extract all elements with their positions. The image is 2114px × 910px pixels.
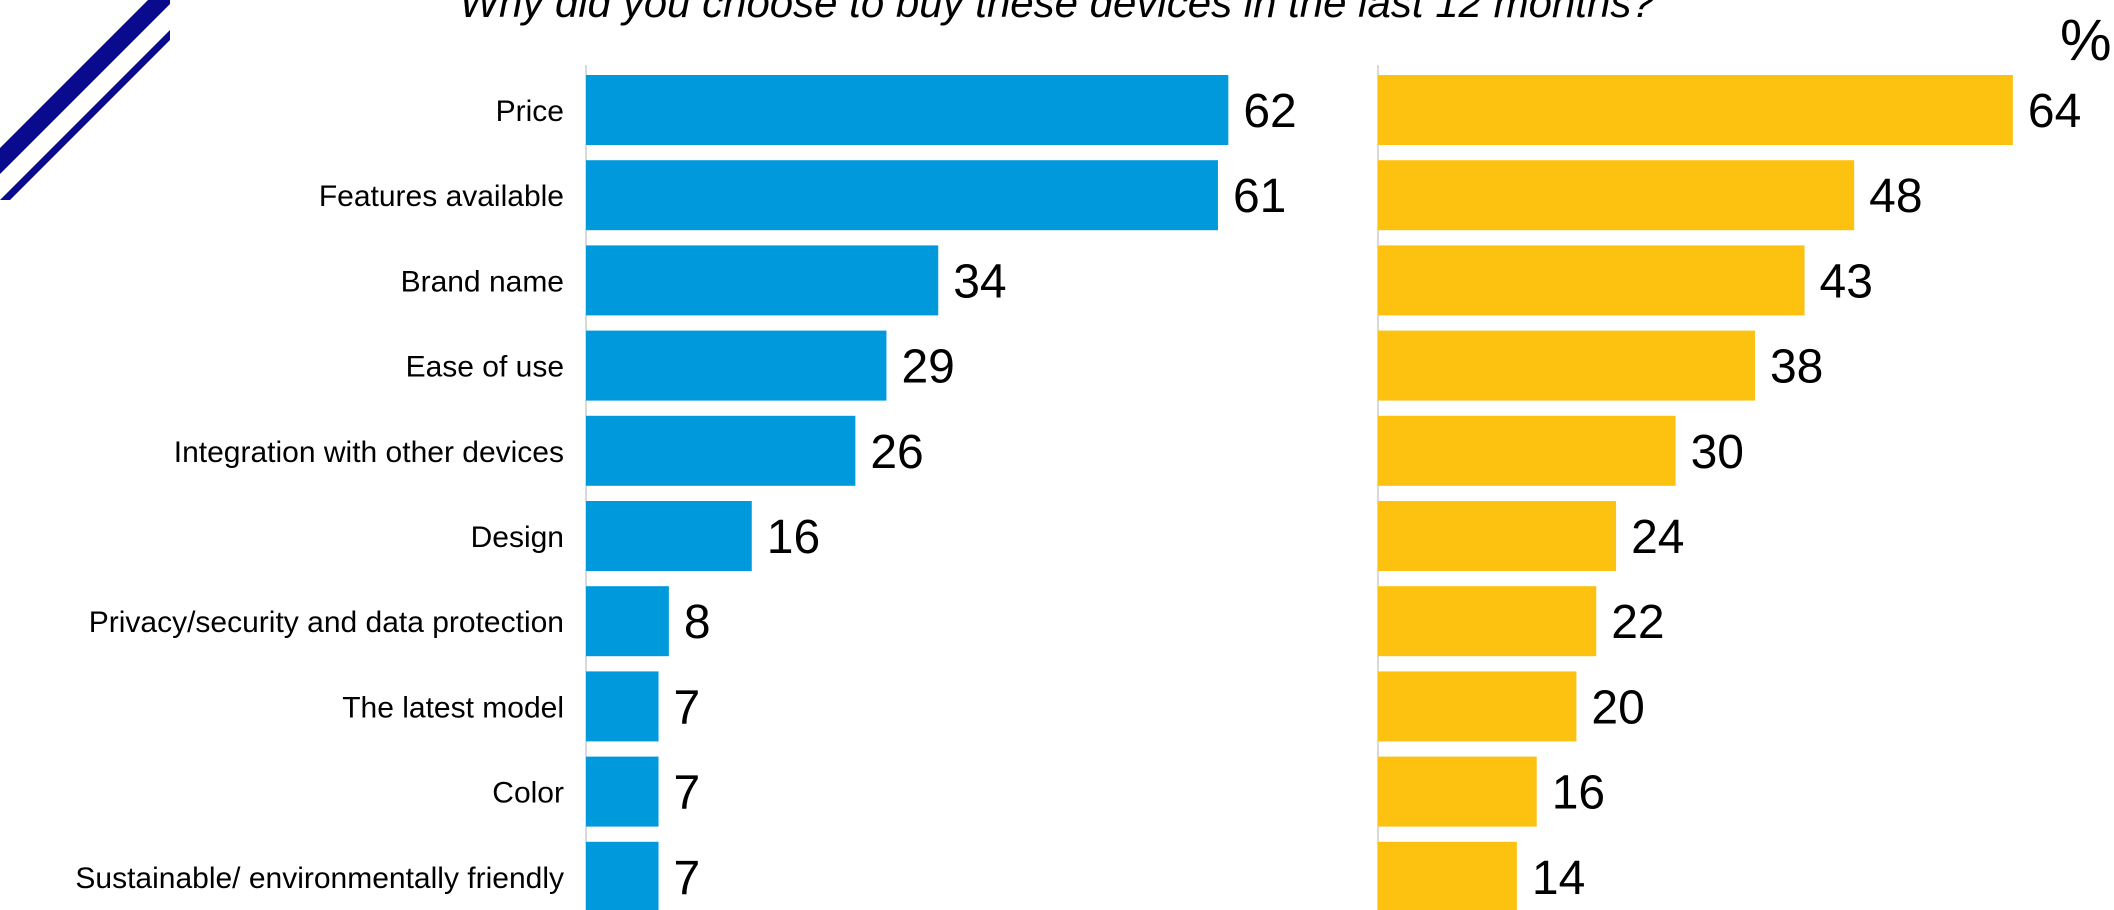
logo-stripe [0,0,170,200]
left-value-label: 26 [870,426,923,479]
left-value-label: 16 [767,511,820,564]
right-value-label: 16 [1552,767,1605,820]
right-value-label: 38 [1770,341,1823,394]
right-bar [1378,671,1577,742]
right-bar [1378,756,1537,827]
left-value-label: 29 [901,341,954,394]
right-bar [1378,245,1805,316]
left-bar [586,586,669,657]
category-label: Brand name [401,265,564,298]
category-label: Design [471,521,564,554]
category-label: Features available [319,180,564,213]
left-bar [586,415,856,486]
right-bar [1378,160,1855,231]
category-label: Color [492,777,564,810]
right-value-label: 43 [1820,255,1873,308]
left-bar [586,756,659,827]
left-value-label: 61 [1233,170,1286,223]
right-value-label: 48 [1869,170,1922,223]
right-bar [1378,586,1597,657]
left-bar [586,671,659,742]
right-value-label: 24 [1631,511,1684,564]
right-value-label: 30 [1691,426,1744,479]
brand-logo-stripes [0,0,170,200]
category-label: The latest model [342,691,564,724]
left-value-label: 7 [674,767,701,820]
category-label: Sustainable/ environmentally friendly [75,862,564,895]
left-value-label: 7 [674,852,701,905]
right-bar [1378,75,2013,145]
chart-title: Why did you choose to buy these devices … [459,0,1655,26]
right-value-label: 64 [2028,85,2081,138]
left-bar [586,75,1229,145]
left-value-label: 8 [684,596,711,649]
left-value-label: 34 [953,255,1006,308]
left-value-label: 62 [1243,85,1296,138]
right-bar [1378,330,1755,401]
category-label: Ease of use [406,351,564,384]
left-value-label: 7 [674,681,701,734]
right-value-label: 22 [1611,596,1664,649]
right-value-label: 14 [1532,852,1585,905]
category-label: Price [496,95,564,128]
left-bar [586,330,887,401]
category-label: Integration with other devices [174,436,564,469]
left-bar [586,501,752,571]
category-label: Privacy/security and data protection [89,606,564,639]
left-bar [586,160,1218,231]
unit-label: % [2060,8,2112,73]
right-bar [1378,501,1617,571]
left-bar [586,841,659,910]
right-bar [1378,841,1517,910]
left-bar [586,245,939,316]
right-value-label: 20 [1591,681,1644,734]
right-bar [1378,415,1676,486]
